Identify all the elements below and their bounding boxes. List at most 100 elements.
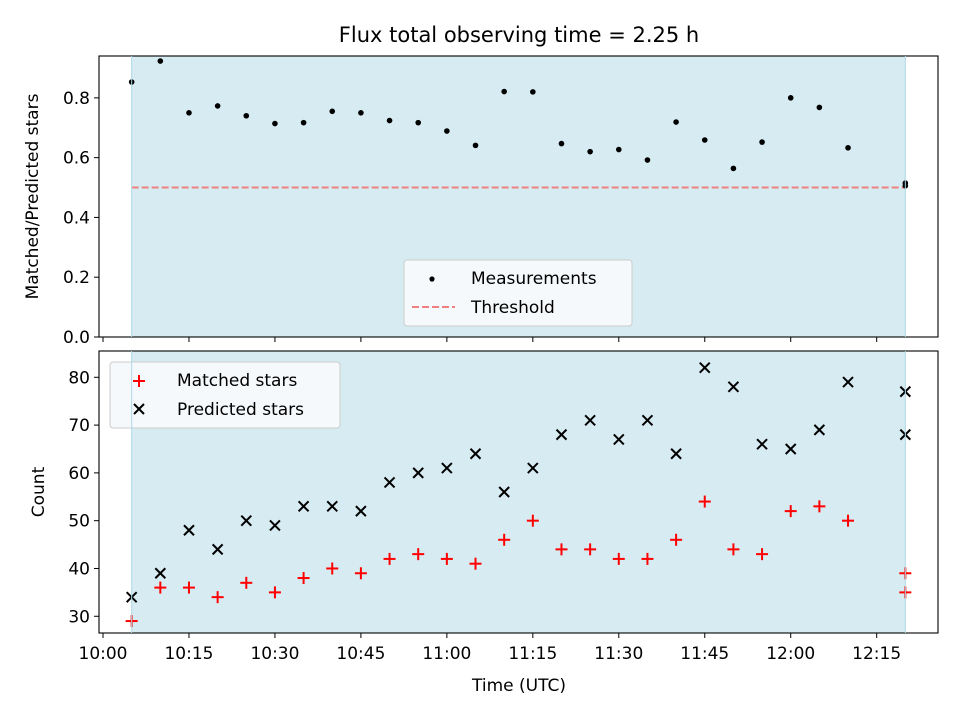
matched-star-point: [670, 533, 683, 546]
y-tick-label: 80: [68, 368, 90, 388]
matched-star-point: [698, 495, 711, 508]
measurement-point: [558, 140, 565, 147]
measurement-point: [615, 146, 622, 153]
predicted-star-point: [584, 414, 596, 427]
matched-star-point: [268, 586, 281, 599]
measurement-point: [243, 112, 250, 119]
y-tick-label: 70: [68, 416, 90, 436]
matched-star-point: [756, 548, 769, 561]
matched-star-point: [469, 557, 482, 570]
measurement-point: [157, 58, 164, 64]
measurement-point: [415, 119, 422, 126]
measurement-point: [300, 119, 307, 126]
measurement-point: [358, 109, 364, 116]
chart-title: Flux total observing time = 2.25 h: [339, 23, 699, 47]
matched-star-point: [784, 505, 797, 518]
bottom-x-ticks: 10:00 10:15 10:30 10:45 11:00 11:15 11:30 11:45…: [79, 633, 901, 664]
predicted-star-point: [441, 462, 453, 474]
predicted-stars-points: [125, 362, 912, 603]
y-tick-label: 0.0: [63, 328, 90, 348]
matched-star-point: [383, 552, 396, 565]
ratio-panel: 0.00.20.40.60.8 Matched/Predicted stars …: [23, 55, 939, 348]
measurement-point: [587, 148, 593, 155]
x-tick-label: 12:15: [852, 644, 901, 664]
measurement-point: [214, 103, 221, 109]
measurement-point: [701, 137, 708, 143]
legend-measurement-marker: [429, 276, 435, 282]
matched-star-point: [727, 543, 740, 556]
x-tick-label: 10:30: [250, 644, 299, 664]
top-legend-box: [403, 259, 633, 327]
measurement-point: [472, 142, 479, 149]
measurement-point: [329, 108, 336, 115]
predicted-star-point: [383, 476, 396, 489]
matched-star-point: [612, 552, 625, 565]
predicted-star-point: [326, 500, 338, 513]
predicted-star-point: [355, 505, 367, 517]
predicted-star-point: [699, 362, 711, 374]
y-tick-label: 30: [68, 607, 90, 627]
y-tick-label: 60: [68, 464, 90, 484]
matched-star-point: [526, 514, 539, 527]
matched-stars-points: [125, 495, 912, 628]
top-legend: Measurements Threshold: [403, 259, 633, 327]
matched-star-point: [182, 581, 195, 594]
y-tick-label: 0.8: [63, 89, 90, 109]
y-tick-label: 0.2: [63, 268, 90, 288]
x-tick-label: 11:15: [508, 644, 557, 664]
predicted-star-point: [211, 543, 224, 556]
measurement-point: [816, 104, 823, 111]
matched-star-point: [440, 552, 453, 565]
matched-star-point: [641, 552, 654, 565]
top-y-ticks: 0.0 0.2 0.4 0.6 0.8: [63, 89, 99, 348]
legend-predicted-marker: [133, 403, 145, 415]
matched-star-point: [154, 581, 167, 594]
matched-star-point: [326, 562, 339, 575]
matched-star-point: [297, 572, 310, 585]
predicted-star-point: [527, 462, 539, 474]
measurement-points: [128, 58, 909, 189]
matched-star-point: [813, 500, 826, 513]
predicted-star-point: [756, 438, 768, 450]
matched-star-point: [240, 576, 253, 589]
legend-measurements-label: Measurements: [471, 269, 597, 289]
measurement-point: [644, 157, 651, 163]
legend-threshold-label: Threshold: [470, 298, 555, 318]
matched-star-point: [211, 591, 224, 604]
y-tick-label: 0.6: [63, 149, 90, 169]
measurement-point: [530, 89, 536, 95]
matched-star-point: [584, 543, 597, 556]
predicted-star-point: [842, 376, 854, 388]
predicted-star-point: [813, 424, 826, 436]
measurement-point: [186, 109, 192, 116]
legend-matched-label: Matched stars: [177, 371, 297, 391]
y-tick-label: 50: [68, 512, 90, 532]
predicted-star-point: [183, 524, 195, 536]
matched-star-point: [498, 533, 511, 546]
predicted-star-point: [154, 567, 167, 579]
top-y-axis-label: Matched/Predicted stars: [23, 93, 43, 299]
predicted-star-point: [297, 500, 310, 513]
predicted-star-point: [641, 414, 654, 427]
predicted-star-point: [469, 448, 482, 460]
legend-predicted-label: Predicted stars: [177, 400, 304, 420]
measurement-point: [787, 95, 794, 101]
predicted-star-point: [555, 428, 568, 441]
measurement-point: [730, 165, 737, 172]
measurement-point: [759, 139, 765, 145]
matched-star-point: [842, 514, 855, 527]
x-tick-label: 12:00: [766, 644, 815, 664]
measurement-point: [501, 88, 507, 95]
count-panel: 30 40 50 60 70 80 10:00 10:15 10:30 10:45 11:00 11…: [29, 350, 939, 696]
bottom-y-ticks: 30 40 50 60 70 80: [68, 368, 99, 627]
x-tick-label: 10:45: [336, 644, 385, 664]
bottom-legend-box: [109, 361, 341, 429]
predicted-star-point: [613, 433, 625, 446]
measurement-point: [673, 119, 679, 125]
x-tick-label: 10:00: [79, 644, 128, 664]
predicted-star-point: [240, 514, 252, 527]
x-tick-label: 11:00: [422, 644, 471, 664]
measurement-point: [845, 144, 851, 151]
predicted-star-point: [269, 519, 281, 532]
